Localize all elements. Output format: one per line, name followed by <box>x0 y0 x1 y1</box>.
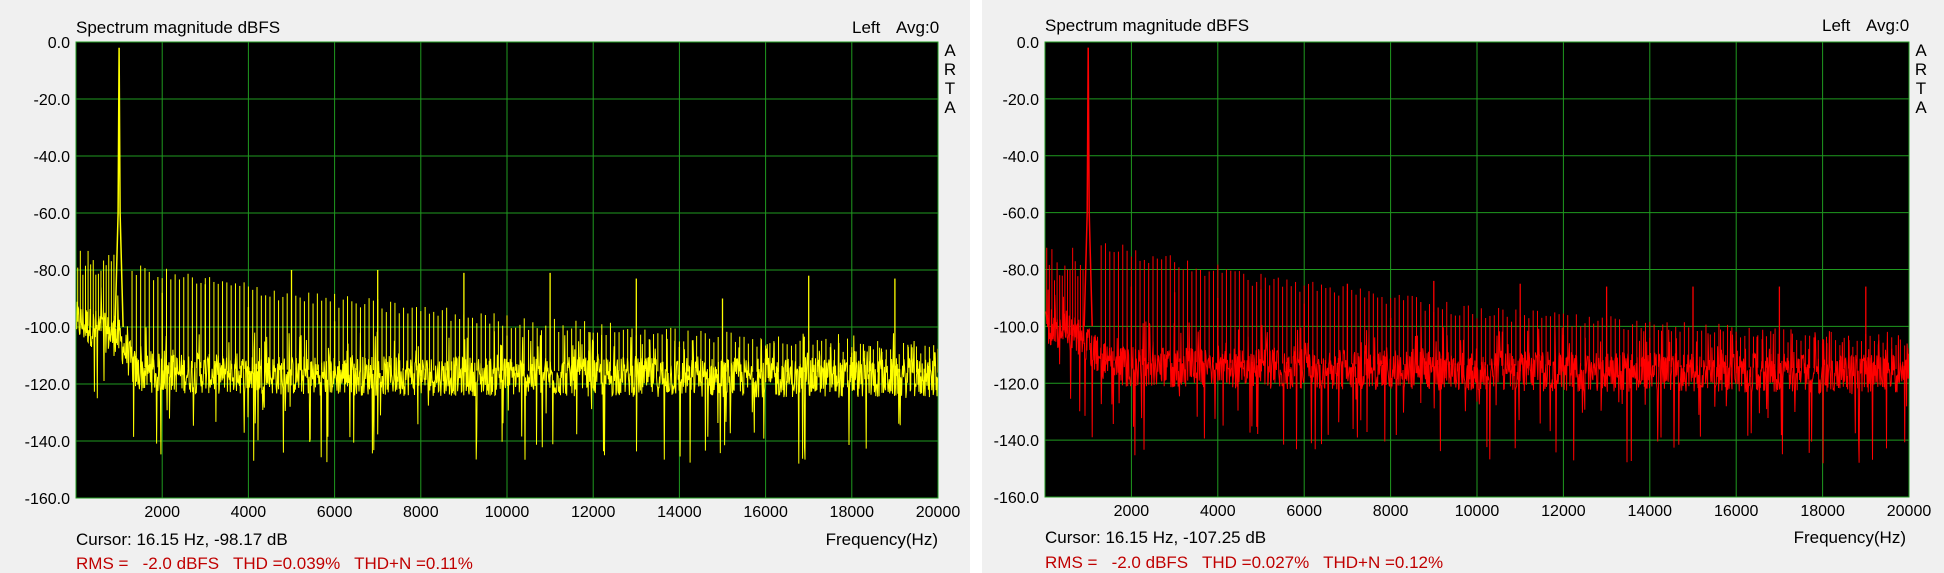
x-tick-label: 14000 <box>657 504 702 521</box>
y-tick-label: -120.0 <box>994 376 1039 393</box>
x-tick-label: 16000 <box>1714 503 1759 520</box>
x-tick-label: 8000 <box>403 504 439 521</box>
x-tick-label: 8000 <box>1373 503 1409 520</box>
y-tick-label: 0.0 <box>48 35 70 52</box>
x-tick-label: 2000 <box>1114 503 1150 520</box>
plot-frame <box>75 41 939 499</box>
x-tick-label: 14000 <box>1628 503 1673 520</box>
y-tick-label: -60.0 <box>34 206 71 223</box>
grid <box>75 41 939 499</box>
spectrum-panel-left: Spectrum magnitude dBFS Left Avg:0 0.0 -2… <box>0 0 970 573</box>
spectrum-chart-left: Spectrum magnitude dBFS Left Avg:0 0.0 -2… <box>25 18 961 573</box>
fundamental-peak <box>114 47 124 328</box>
chart-title: Spectrum magnitude dBFS <box>1045 16 1249 35</box>
cursor-readout: Cursor: 16.15 Hz, -107.25 dB <box>1045 528 1266 547</box>
rms-thd-readout: RMS = -2.0 dBFS THD =0.027% THD+N =0.12% <box>1045 553 1443 572</box>
y-tick-label: -160.0 <box>25 491 70 508</box>
y-tick-label: -80.0 <box>1003 263 1040 280</box>
y-axis: 0.0 -20.0 -40.0 -60.0 -80.0 -100.0 -120.0 -140.… <box>25 35 70 508</box>
spectrum-panel-right: Spectrum magnitude dBFS Left Avg:0 0.0 -2… <box>982 0 1944 573</box>
x-axis-label: Frequency(Hz) <box>826 530 938 549</box>
channel-label: Left <box>852 18 881 37</box>
x-axis: 2000 4000 6000 8000 10000 12000 14000 16000 1800… <box>1114 503 1932 520</box>
x-axis-label: Frequency(Hz) <box>1794 528 1906 547</box>
y-tick-label: -20.0 <box>1003 92 1040 109</box>
y-tick-label: -120.0 <box>25 377 70 394</box>
y-tick-label: -160.0 <box>994 490 1039 507</box>
x-tick-label: 4000 <box>231 504 267 521</box>
x-tick-label: 18000 <box>830 504 875 521</box>
x-tick-label: 10000 <box>1455 503 1500 520</box>
rms-thd-readout: RMS = -2.0 dBFS THD =0.039% THD+N =0.11% <box>76 554 473 573</box>
x-tick-label: 10000 <box>485 504 530 521</box>
x-tick-label: 12000 <box>1541 503 1586 520</box>
y-tick-label: -140.0 <box>994 433 1039 450</box>
spectrum-trace <box>1045 47 1909 464</box>
y-tick-label: -40.0 <box>34 149 71 166</box>
avg-label: Avg:0 <box>1866 16 1909 35</box>
y-tick-label: -140.0 <box>25 434 70 451</box>
arta-logo-letter: A <box>944 98 956 117</box>
y-tick-label: 0.0 <box>1017 35 1039 52</box>
y-tick-label: -100.0 <box>25 320 70 337</box>
chart-title: Spectrum magnitude dBFS <box>76 18 280 37</box>
x-tick-label: 12000 <box>571 504 616 521</box>
fundamental-peak <box>1083 47 1093 327</box>
plot-frame <box>1044 41 1910 498</box>
arta-logo-letter: A <box>1915 41 1927 60</box>
channel-label: Left <box>1822 16 1851 35</box>
arta-logo-letter: T <box>1916 79 1926 98</box>
y-axis: 0.0 -20.0 -40.0 -60.0 -80.0 -100.0 -120.0 -140.… <box>994 35 1039 507</box>
noise-trace <box>76 287 938 464</box>
grid <box>1044 41 1910 498</box>
y-tick-label: -20.0 <box>34 92 71 109</box>
y-tick-label: -60.0 <box>1003 206 1040 223</box>
cursor-readout: Cursor: 16.15 Hz, -98.17 dB <box>76 530 288 549</box>
y-tick-label: -40.0 <box>1003 149 1040 166</box>
arta-logo-letter: T <box>945 79 955 98</box>
avg-label: Avg:0 <box>896 18 939 37</box>
x-tick-label: 4000 <box>1200 503 1236 520</box>
x-tick-label: 6000 <box>1286 503 1322 520</box>
arta-logo-letter: A <box>944 41 956 60</box>
x-tick-label: 20000 <box>916 504 961 521</box>
x-tick-label: 6000 <box>317 504 353 521</box>
y-tick-label: -80.0 <box>34 263 71 280</box>
arta-logo-letter: A <box>1915 98 1927 117</box>
x-tick-label: 16000 <box>743 504 788 521</box>
arta-logo-letter: R <box>1915 60 1927 79</box>
x-axis: 2000 4000 6000 8000 10000 12000 14000 16000 1800… <box>144 504 960 521</box>
x-tick-label: 2000 <box>144 504 180 521</box>
x-tick-label: 18000 <box>1800 503 1845 520</box>
spectrum-trace <box>76 47 938 464</box>
x-tick-label: 20000 <box>1887 503 1932 520</box>
arta-logo-letter: R <box>944 60 956 79</box>
spectrum-chart-right: Spectrum magnitude dBFS Left Avg:0 0.0 -2… <box>994 16 1932 572</box>
y-tick-label: -100.0 <box>994 319 1039 336</box>
